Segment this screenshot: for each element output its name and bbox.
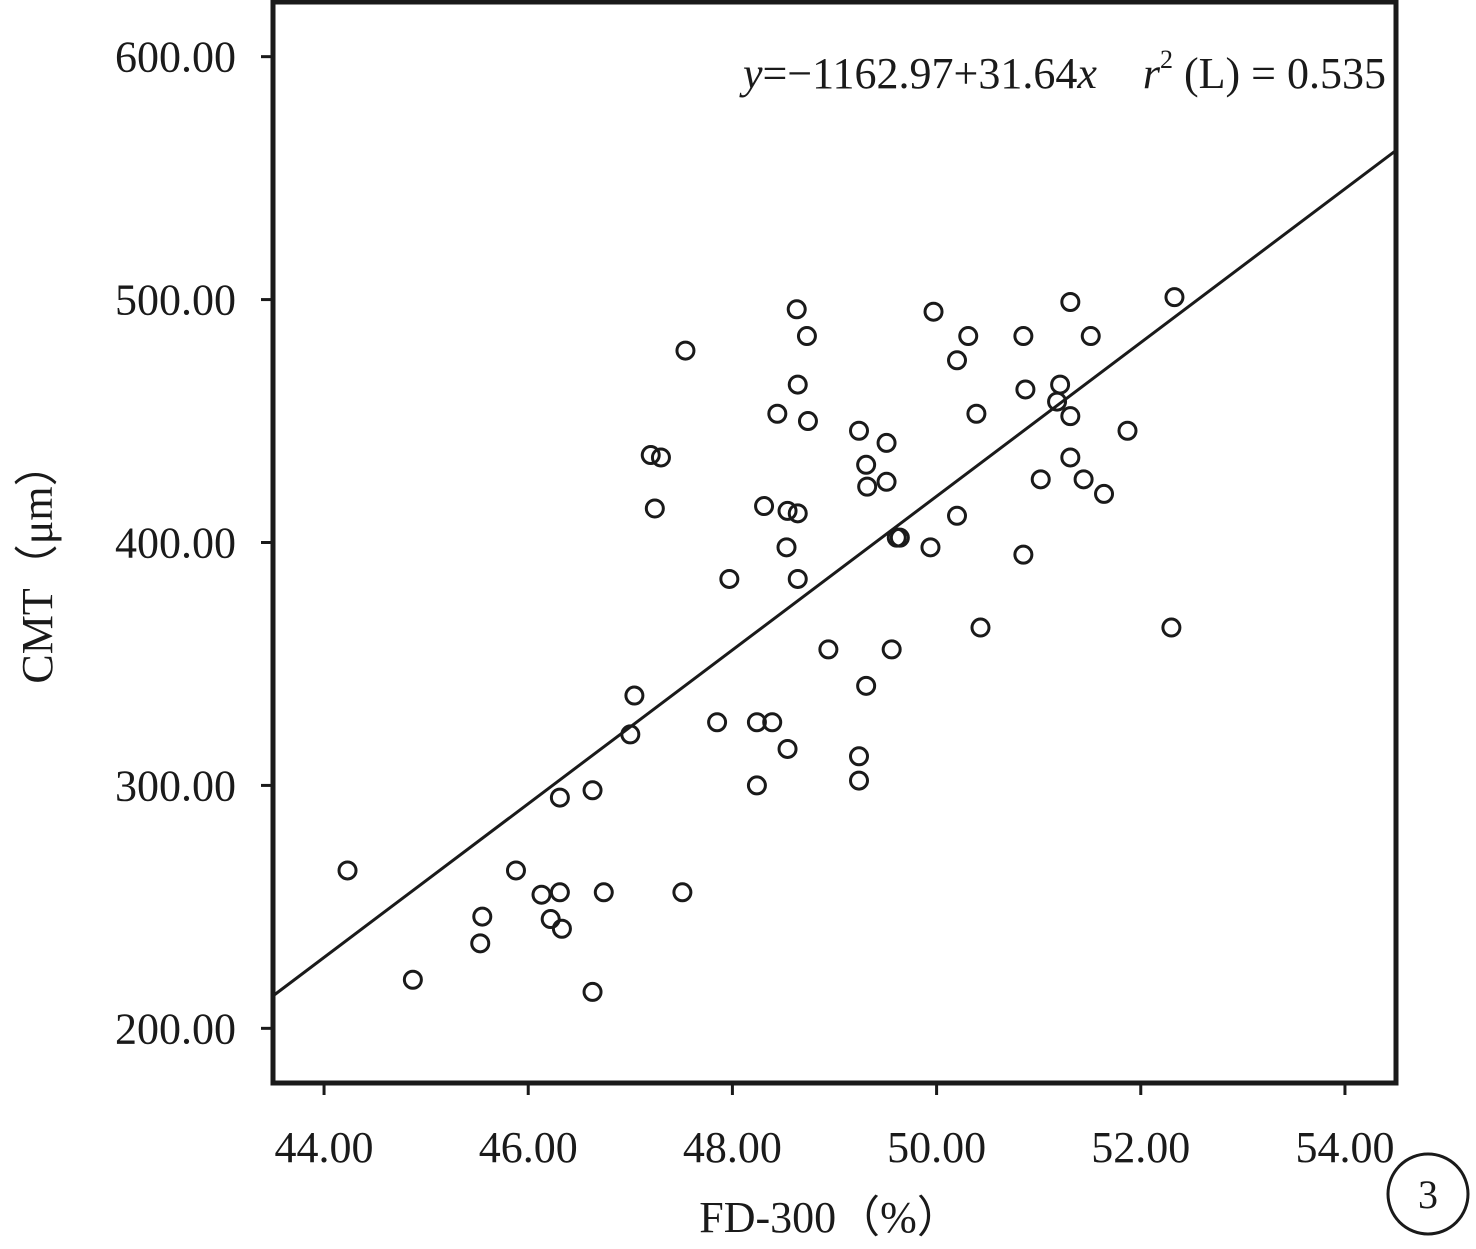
data-point	[881, 639, 902, 660]
data-point	[849, 746, 870, 767]
data-point	[1013, 544, 1034, 565]
y-tick-label: 500.00	[115, 276, 236, 325]
data-point	[787, 503, 808, 524]
data-point	[1073, 469, 1094, 490]
data-point	[786, 299, 807, 320]
data-point	[582, 780, 603, 801]
data-point	[762, 712, 783, 733]
data-point	[970, 617, 991, 638]
data-point	[719, 568, 740, 589]
x-tick-label: 44.00	[275, 1123, 374, 1172]
data-point	[644, 498, 665, 519]
panel-number-circle	[1386, 1152, 1470, 1236]
data-point	[1050, 374, 1071, 395]
regression-equation: y=−1162.97+31.64x r2 (L) = 0.535	[739, 45, 1386, 98]
data-point	[889, 527, 910, 548]
x-tick-label: 52.00	[1091, 1123, 1190, 1172]
data-point	[876, 471, 897, 492]
panel-number: 3	[1418, 1172, 1438, 1217]
eq-r-value: (L) = 0.535	[1173, 49, 1386, 98]
data-point	[787, 374, 808, 395]
data-point	[876, 432, 897, 453]
data-point	[767, 403, 788, 424]
data-point	[337, 860, 358, 881]
data-point	[582, 981, 603, 1002]
data-point	[1060, 406, 1081, 427]
data-point	[551, 918, 572, 939]
regression-layer	[272, 149, 1397, 998]
data-point	[1060, 447, 1081, 468]
data-point	[624, 685, 645, 706]
y-axis-title: CMT（μm）	[13, 442, 62, 683]
data-point	[958, 326, 979, 347]
data-point	[549, 882, 570, 903]
plot-frame	[270, 0, 1399, 1086]
eq-r-var: r	[1143, 49, 1161, 98]
data-point	[947, 505, 968, 526]
data-point	[966, 403, 987, 424]
regression-line	[272, 149, 1397, 998]
x-tick-label: 50.00	[887, 1123, 986, 1172]
data-point	[777, 738, 798, 759]
x-tick-label: 46.00	[479, 1123, 578, 1172]
data-point	[675, 340, 696, 361]
eq-x-var: x	[1076, 49, 1097, 98]
eq-r-exp: 2	[1160, 45, 1173, 74]
data-point	[920, 537, 941, 558]
data-point	[470, 933, 491, 954]
data-point	[849, 420, 870, 441]
data-point	[923, 301, 944, 322]
x-tick-label: 54.00	[1295, 1123, 1394, 1172]
data-point	[849, 770, 870, 791]
data-point	[620, 724, 641, 745]
data-point	[640, 445, 661, 466]
data-point	[857, 476, 878, 497]
data-point	[549, 787, 570, 808]
y-tick-label: 300.00	[115, 761, 236, 810]
data-point	[1030, 469, 1051, 490]
eq-y-var: y	[739, 49, 763, 98]
data-point	[1015, 379, 1036, 400]
data-point	[796, 326, 817, 347]
data-point	[672, 882, 693, 903]
data-points	[337, 287, 1185, 1002]
x-axis-title: FD-300（%）	[699, 1193, 961, 1242]
data-point	[746, 775, 767, 796]
eq-body: =−1162.97+31.64	[763, 49, 1078, 98]
data-point	[472, 906, 493, 927]
y-tick-label: 400.00	[115, 519, 236, 568]
data-point	[505, 860, 526, 881]
data-point	[1060, 292, 1081, 313]
data-point	[531, 884, 552, 905]
data-point	[1117, 420, 1138, 441]
y-tick-label: 600.00	[115, 33, 236, 82]
data-point	[797, 411, 818, 432]
data-point	[1080, 326, 1101, 347]
data-point	[787, 568, 808, 589]
data-point	[947, 350, 968, 371]
data-point	[1094, 483, 1115, 504]
data-point	[402, 969, 423, 990]
data-point	[650, 447, 671, 468]
data-point	[856, 675, 877, 696]
data-point	[540, 909, 561, 930]
data-point	[818, 639, 839, 660]
data-point	[1161, 617, 1182, 638]
data-point	[1164, 287, 1185, 308]
data-point	[707, 712, 728, 733]
x-axis: 44.00 46.00 48.00 50.00 52.00 54.00	[275, 1083, 1394, 1172]
y-tick-label: 200.00	[115, 1004, 236, 1053]
data-point	[856, 454, 877, 475]
x-tick-label: 48.00	[683, 1123, 782, 1172]
data-point	[777, 500, 798, 521]
data-point	[776, 537, 797, 558]
data-point	[746, 712, 767, 733]
data-point	[1013, 326, 1034, 347]
data-point	[754, 496, 775, 517]
data-point	[593, 882, 614, 903]
y-axis: 200.00 300.00 400.00 500.00 600.00	[115, 33, 273, 1053]
